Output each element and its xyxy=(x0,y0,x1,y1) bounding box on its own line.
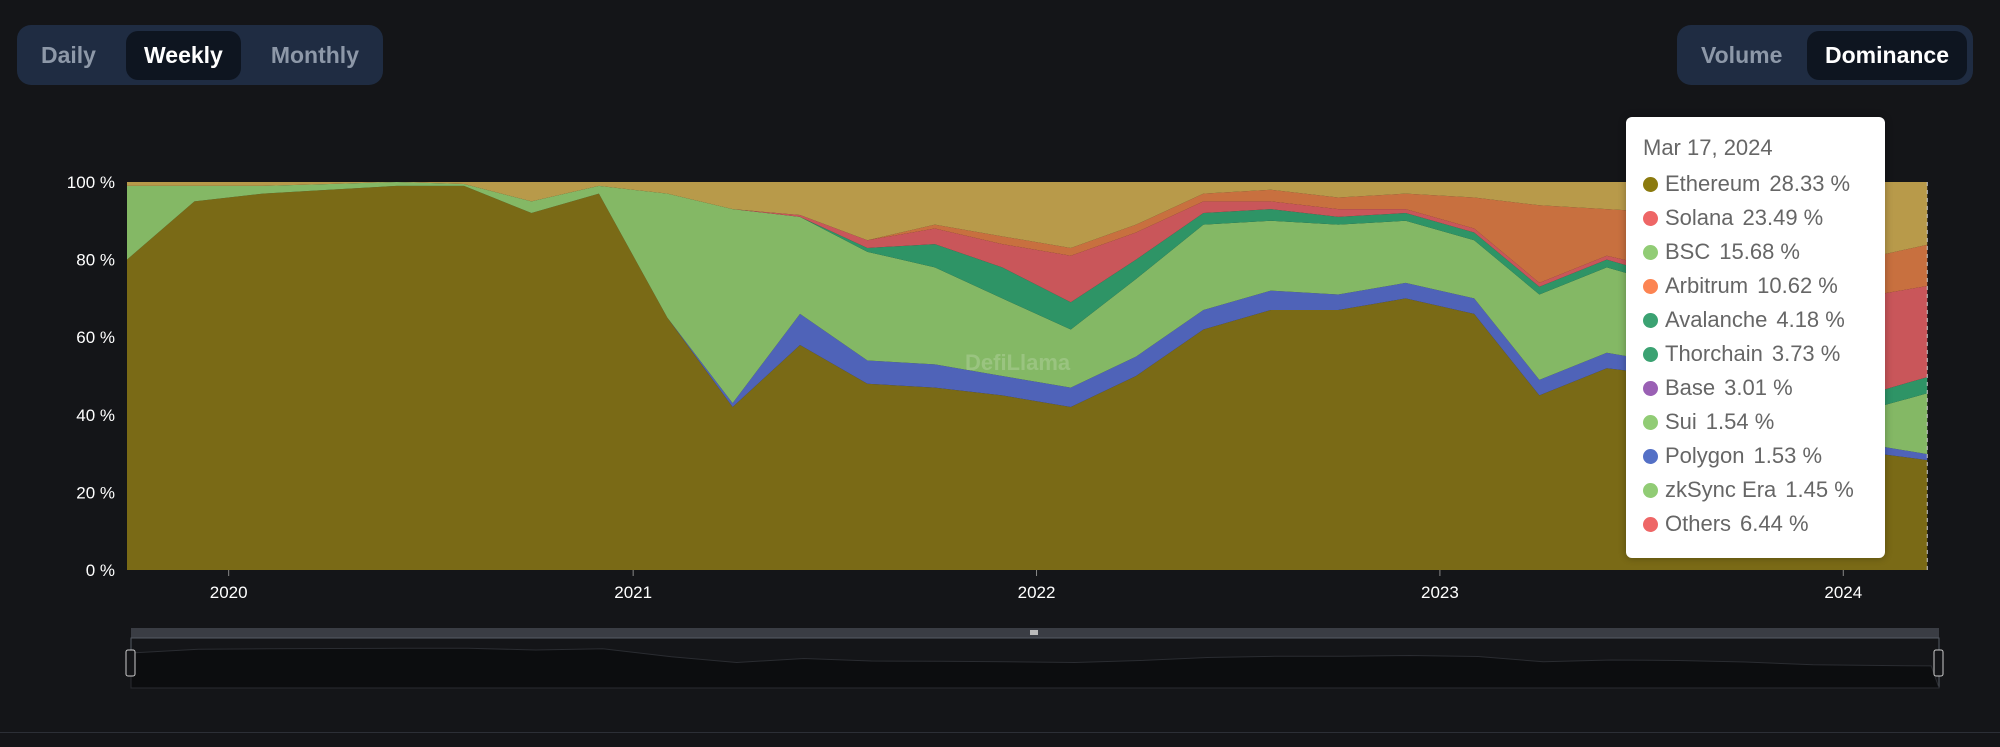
area-bsc[interactable] xyxy=(127,182,1928,455)
series-dot-icon xyxy=(1643,244,1658,260)
x-tick-label: 2024 xyxy=(1824,583,1862,602)
tooltip-item-value: 1.53 % xyxy=(1753,443,1823,468)
tooltip-item-value: 1.54 % xyxy=(1705,409,1775,434)
series-dot-icon xyxy=(1643,414,1658,430)
y-tick-label: 40 % xyxy=(76,406,115,425)
tooltip-date: Mar 17, 2024 xyxy=(1643,135,1773,160)
tooltip-item: Base 3.01 % xyxy=(1643,371,1868,405)
tooltip-item-name: Thorchain xyxy=(1665,341,1763,366)
y-tick-label: 60 % xyxy=(76,328,115,347)
x-tick-label: 2021 xyxy=(614,583,652,602)
tooltip-item-value: 23.49 % xyxy=(1742,205,1824,230)
tooltip-item: Polygon 1.53 % xyxy=(1643,439,1868,473)
tooltip-item-name: Solana xyxy=(1665,205,1734,230)
interval-daily[interactable]: Daily xyxy=(41,41,96,68)
series-dot-icon xyxy=(1643,482,1658,498)
tooltip-item: Ethereum 28.33 % xyxy=(1643,167,1868,201)
tooltip-item-value: 3.73 % xyxy=(1771,341,1841,366)
y-tick-label: 0 % xyxy=(86,561,115,580)
tooltip-item-value: 15.68 % xyxy=(1719,239,1800,264)
tooltip-item-value: 28.33 % xyxy=(1769,171,1851,196)
tooltip-item-name: zkSync Era xyxy=(1665,477,1777,502)
series-dot-icon xyxy=(1643,448,1658,464)
interval-weekly[interactable]: Weekly xyxy=(125,30,241,80)
tooltip-item: Avalanche 4.18 % xyxy=(1643,303,1868,337)
mode-volume[interactable]: Volume xyxy=(1701,41,1783,68)
tooltip-item-value: 3.01 % xyxy=(1724,375,1793,400)
tooltip-item: BSC 15.68 % xyxy=(1643,235,1868,269)
slider-drag-bar[interactable] xyxy=(1030,630,1038,635)
slider-minimap xyxy=(130,647,1940,689)
area-others[interactable] xyxy=(127,182,1928,256)
tooltip-item: Solana 23.49 % xyxy=(1643,201,1868,235)
series-dot-icon xyxy=(1643,210,1658,226)
y-tick-label: 80 % xyxy=(76,251,115,270)
tooltip-item: zkSync Era 1.45 % xyxy=(1643,473,1868,507)
series-dot-icon xyxy=(1643,380,1658,396)
tooltip-item: Arbitrum 10.62 % xyxy=(1643,269,1868,303)
series-dot-icon xyxy=(1643,176,1658,192)
divider xyxy=(0,732,2000,733)
tooltip-item: Thorchain 3.73 % xyxy=(1643,337,1868,371)
watermark: DefiLlama xyxy=(965,350,1071,375)
series-dot-icon xyxy=(1643,346,1658,362)
tooltip-item-name: Arbitrum xyxy=(1665,273,1749,298)
area-ethereum[interactable] xyxy=(127,185,1928,570)
interval-monthly[interactable]: Monthly xyxy=(270,41,359,68)
slider-handle-left[interactable] xyxy=(125,649,136,677)
area-arbitrum[interactable] xyxy=(127,182,1928,299)
area-avalanche[interactable] xyxy=(127,182,1928,408)
tooltip: Mar 17, 2024 Ethereum 28.33 % Solana 23.49 … xyxy=(1626,117,1885,558)
tooltip-item: Others 6.44 % xyxy=(1643,507,1868,541)
y-tick-label: 20 % xyxy=(76,483,115,502)
tooltip-item-name: Polygon xyxy=(1665,443,1745,468)
series-dot-icon xyxy=(1643,312,1658,328)
x-tick-label: 2023 xyxy=(1421,583,1459,602)
y-tick-label: 100 % xyxy=(67,173,115,192)
tooltip-item-name: BSC xyxy=(1665,239,1711,264)
tooltip-item-name: Ethereum xyxy=(1665,171,1761,196)
mode-toggle: Volume Dominance xyxy=(1677,25,1973,85)
tooltip-item-value: 4.18 % xyxy=(1776,307,1845,332)
mode-dominance[interactable]: Dominance xyxy=(1807,30,1967,80)
tooltip-item-name: Avalanche xyxy=(1665,307,1768,332)
tooltip-item-value: 10.62 % xyxy=(1757,273,1838,298)
tooltip-item-value: 6.44 % xyxy=(1740,511,1809,536)
interval-toggle: Daily Weekly Monthly xyxy=(17,25,383,85)
tooltip-item-name: Base xyxy=(1665,375,1716,400)
tooltip-item-name: Sui xyxy=(1665,409,1697,434)
tooltip-item-name: Others xyxy=(1665,511,1732,536)
tooltip-item-value: 1.45 % xyxy=(1785,477,1854,502)
tooltip-item: Sui 1.54 % xyxy=(1643,405,1868,439)
series-dot-icon xyxy=(1643,278,1658,294)
x-tick-label: 2022 xyxy=(1018,583,1056,602)
slider-handle-right[interactable] xyxy=(1933,649,1944,677)
series-dot-icon xyxy=(1643,516,1658,532)
area-solana[interactable] xyxy=(127,182,1928,392)
zoom-slider[interactable] xyxy=(125,628,1944,689)
x-tick-label: 2020 xyxy=(210,583,248,602)
